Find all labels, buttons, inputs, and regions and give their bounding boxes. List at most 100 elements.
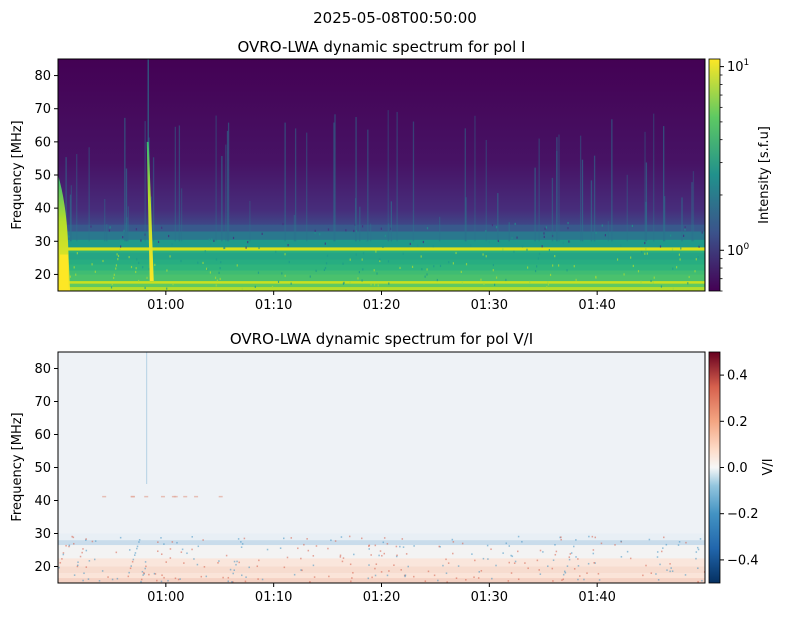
type-iii-burst <box>146 141 154 282</box>
intensity-speckle <box>342 282 345 285</box>
vi-speckle <box>655 573 657 575</box>
vi-speckle <box>143 572 145 575</box>
intensity-speckle <box>653 276 655 279</box>
vi-speckle <box>157 550 159 553</box>
intensity-speckle <box>116 253 118 256</box>
intensity-streak <box>225 144 227 242</box>
vi-speckle <box>662 547 664 549</box>
vi-speckle <box>579 575 581 577</box>
colorbar-intensity: 101 100 Intensity [s.f.u] <box>708 58 772 292</box>
vi-speckle <box>300 569 302 571</box>
intensity-streak <box>88 147 90 242</box>
vi-speckle <box>575 556 577 558</box>
vi-speckle <box>71 535 73 538</box>
vi-speckle <box>77 561 79 564</box>
intensity-streak <box>551 177 554 242</box>
intensity-speckle <box>452 262 454 265</box>
intensity-streak <box>293 214 296 242</box>
intensity-band <box>58 283 705 288</box>
vi-speckle <box>697 567 699 570</box>
intensity-speckle <box>140 239 142 242</box>
intensity-speckle <box>682 234 685 237</box>
intensity-speckle <box>271 285 274 289</box>
ytick-label: 30 <box>34 235 51 250</box>
vi-speckle <box>514 560 517 563</box>
intensity-speckle <box>113 276 115 280</box>
intensity-speckle <box>672 287 674 290</box>
vi-speckle <box>480 569 483 572</box>
vi-speckle <box>61 558 63 560</box>
intensity-speckle <box>409 242 411 246</box>
intensity-speckle <box>281 272 283 275</box>
vi-speckle <box>405 553 408 555</box>
panel-intensity: OVRO-LWA dynamic spectrum for pol I 20 30… <box>10 38 772 313</box>
intensity-streak <box>387 223 390 242</box>
vi-speckle <box>471 553 473 555</box>
intensity-speckle <box>361 225 364 228</box>
intensity-speckle <box>290 282 292 285</box>
vi-speckle <box>312 555 315 557</box>
vi-band <box>58 578 705 583</box>
intensity-band <box>58 231 705 240</box>
intensity-streak <box>144 121 146 242</box>
vi-speckle <box>266 548 269 551</box>
intensity-speckle <box>567 221 569 225</box>
intensity-speckle <box>224 246 226 249</box>
intensity-speckle <box>197 261 199 264</box>
vi-speckle <box>383 537 386 539</box>
intensity-speckle <box>122 236 124 239</box>
intensity-speckle <box>148 267 150 271</box>
ytick-label: 70 <box>34 102 51 117</box>
vi-speckle <box>245 576 247 578</box>
vi-speckle <box>163 543 165 545</box>
intensity-speckle <box>432 245 434 248</box>
vi-speckle <box>85 539 87 541</box>
vi-speckle <box>171 541 174 543</box>
intensity-speckle <box>632 264 634 268</box>
vi-speckle <box>227 580 230 583</box>
ytick-label: 30 <box>34 527 51 542</box>
intensity-streak <box>65 157 67 242</box>
intensity-band <box>58 259 705 265</box>
vi-speckle <box>521 540 523 543</box>
intensity-streak <box>681 197 683 242</box>
vi-speckle <box>88 560 91 562</box>
intensity-streak <box>334 114 336 242</box>
vi-speckle <box>191 548 193 551</box>
vi-speckle <box>404 574 407 577</box>
intensity-speckle <box>154 263 156 267</box>
intensity-speckle <box>314 229 316 232</box>
vi-speckle <box>205 575 208 578</box>
intensity-speckle <box>362 268 364 271</box>
vi-speckle <box>511 555 514 558</box>
intensity-speckle <box>373 283 376 286</box>
vi-speckle <box>368 564 370 566</box>
intensity-streak <box>124 117 126 242</box>
vi-speckle <box>374 574 377 577</box>
vi-speckle <box>457 565 460 567</box>
colorbar-tick-label: 0.2 <box>727 415 748 430</box>
vi-speckle <box>133 554 136 556</box>
vi-speckle <box>169 548 172 550</box>
xtick-label: 01:00 <box>147 298 184 313</box>
vi-speckle <box>445 558 447 561</box>
vi-speckle <box>225 554 228 557</box>
intensity-speckle <box>257 271 260 274</box>
vi-speckle <box>669 563 671 565</box>
xtick-label: 01:10 <box>255 590 292 605</box>
vi-speckle <box>642 574 644 577</box>
intensity-speckle <box>357 277 359 280</box>
intensity-speckle <box>604 234 607 237</box>
xtick-label: 01:10 <box>255 298 292 313</box>
vi-speckle <box>562 573 565 576</box>
vi-speckle <box>697 580 699 583</box>
intensity-speckle <box>659 245 662 248</box>
vi-speckle <box>290 537 293 539</box>
vi-speckle <box>309 581 311 583</box>
vi-band <box>58 540 705 546</box>
intensity-speckle <box>377 284 379 287</box>
vi-speckle <box>148 573 150 576</box>
intensity-speckle <box>282 222 284 226</box>
vi-speckle <box>350 580 352 583</box>
vi-speckle <box>240 541 242 543</box>
